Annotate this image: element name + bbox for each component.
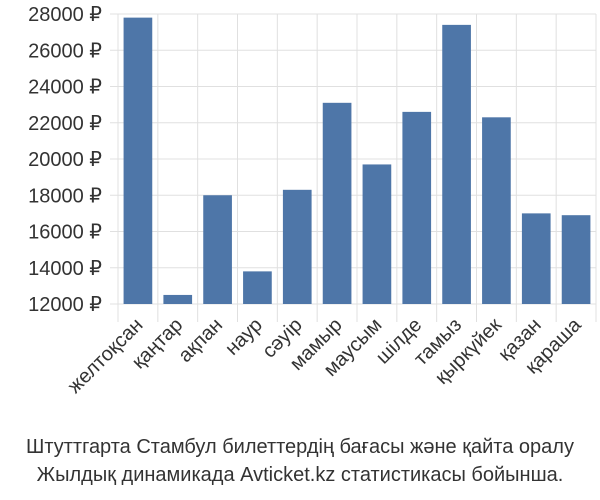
bar — [203, 195, 232, 304]
bar — [362, 164, 392, 304]
x-axis-ticks: желтоқсанқаңтарақпаннаурсәуірмамырмаусым… — [64, 313, 587, 397]
bar — [123, 17, 153, 304]
grid-lines — [110, 13, 597, 322]
y-axis-ticks: 12000 ₽ 14000 ₽ 16000 ₽ 18000 ₽ 20000 ₽ 22000… — [28, 4, 102, 316]
caption-line-1: Штуттгарта Стамбул билеттердің бағасы жә… — [26, 436, 574, 458]
bar — [282, 189, 312, 304]
y-tick-label: 18000 ₽ — [28, 185, 102, 207]
bar — [521, 213, 551, 304]
x-tick-label: ақпан — [174, 314, 227, 367]
bar — [322, 102, 352, 304]
bar — [482, 117, 511, 304]
y-tick-label: 28000 ₽ — [28, 4, 102, 26]
y-tick-label: 12000 ₽ — [28, 294, 102, 316]
x-tick-label: наур — [221, 314, 267, 360]
y-tick-label: 22000 ₽ — [28, 113, 102, 135]
y-tick-label: 14000 ₽ — [28, 258, 102, 280]
y-tick-label: 24000 ₽ — [28, 77, 102, 99]
bar — [243, 271, 272, 304]
bar — [402, 111, 432, 304]
y-tick-label: 26000 ₽ — [28, 40, 102, 62]
y-tick-label: 20000 ₽ — [28, 149, 102, 171]
bars — [123, 17, 591, 304]
bar — [163, 294, 193, 304]
bar-chart: 12000 ₽ 14000 ₽ 16000 ₽ 18000 ₽ 20000 ₽ 22000… — [28, 4, 597, 398]
caption-line-2: Жылдық динамикада Avticket.kz статистика… — [36, 464, 564, 486]
bar — [442, 24, 471, 304]
bar — [561, 215, 591, 304]
y-tick-label: 16000 ₽ — [28, 222, 102, 244]
